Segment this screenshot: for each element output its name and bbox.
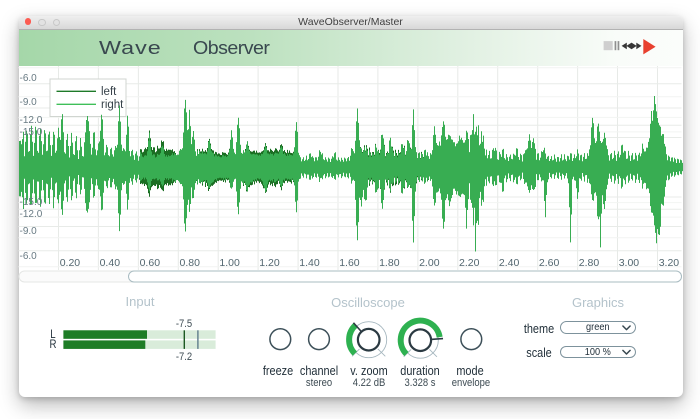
svg-text:right: right [101, 99, 124, 111]
svg-text:left: left [101, 86, 117, 98]
